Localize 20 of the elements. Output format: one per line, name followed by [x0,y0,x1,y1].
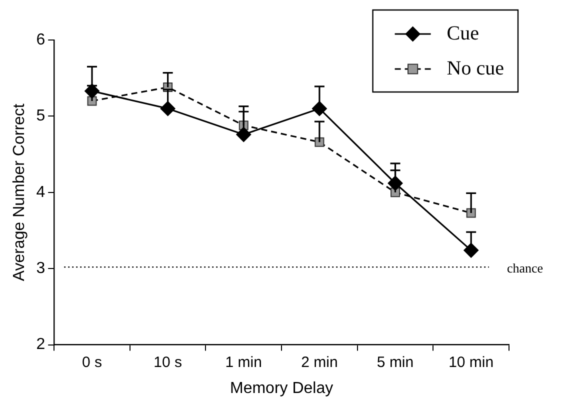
x-axis-title: Memory Delay [230,380,334,397]
y-tick-label: 4 [36,184,46,201]
x-tick-label: 1 min [225,354,262,371]
y-axis-title: Average Number Correct [11,103,28,282]
y-tick-label: 2 [36,336,46,354]
point [160,101,176,116]
legend-label: Cue [446,22,480,44]
x-tick-label: 10 min [448,354,494,371]
ref-line-label: chance [507,260,544,276]
x-tick-label: 5 min [376,354,414,371]
x-tick-label: 2 min [301,354,338,371]
point [466,208,476,218]
y-tick-label: 5 [36,108,46,125]
point [312,101,327,116]
x-tick-label: 0 s [82,354,102,371]
point [236,126,252,142]
x-tick-label: 10 s [154,354,182,371]
y-tick-label: 3 [36,260,46,278]
legend-label: No cue [446,57,504,80]
y-tick-label: 6 [36,31,46,48]
